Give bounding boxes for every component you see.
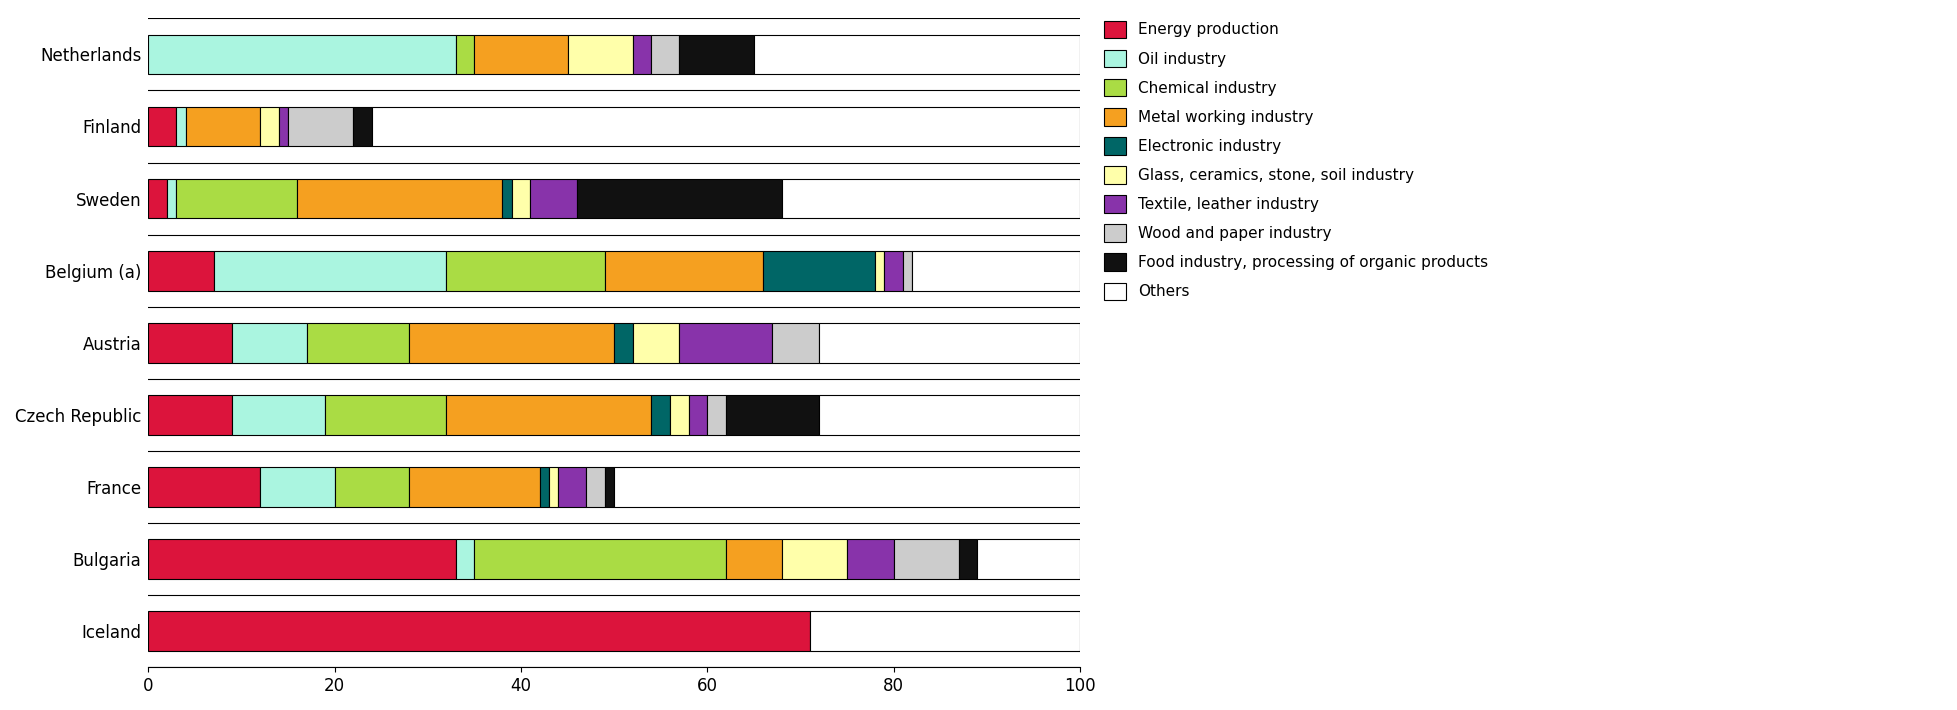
Bar [540, 467, 548, 507]
Bar [820, 395, 1080, 435]
Bar [233, 395, 325, 435]
Bar [632, 35, 652, 74]
Bar [288, 106, 354, 146]
Bar [149, 35, 456, 74]
Bar [233, 323, 307, 363]
Bar [773, 323, 820, 363]
Bar [820, 323, 1080, 363]
Bar [977, 540, 1080, 579]
Bar [149, 323, 233, 363]
Bar [372, 106, 1080, 146]
Bar [605, 251, 763, 290]
Bar [689, 395, 706, 435]
Bar [213, 251, 446, 290]
Bar [149, 467, 260, 507]
Bar [753, 35, 1080, 74]
Bar [669, 395, 689, 435]
Bar [474, 540, 726, 579]
Bar [652, 395, 669, 435]
Bar [446, 395, 652, 435]
Bar [781, 179, 1080, 219]
Bar [186, 106, 260, 146]
Bar [810, 611, 1080, 651]
Bar [297, 179, 503, 219]
Bar [875, 251, 885, 290]
Bar [548, 467, 558, 507]
Bar [149, 611, 810, 651]
Bar [726, 540, 781, 579]
Bar [902, 251, 912, 290]
Bar [763, 251, 875, 290]
Bar [456, 35, 474, 74]
Bar [307, 323, 409, 363]
Bar [176, 106, 186, 146]
Bar [679, 35, 753, 74]
Bar [530, 179, 577, 219]
Bar [278, 106, 288, 146]
Bar [149, 106, 176, 146]
Bar [605, 467, 614, 507]
Bar [614, 467, 1080, 507]
Bar [149, 251, 213, 290]
Bar [847, 540, 894, 579]
Bar [894, 540, 959, 579]
Bar [325, 395, 446, 435]
Bar [166, 179, 176, 219]
Bar [409, 323, 614, 363]
Bar [577, 179, 781, 219]
Legend: Energy production, Oil industry, Chemical industry, Metal working industry, Elec: Energy production, Oil industry, Chemica… [1096, 13, 1495, 308]
Bar [959, 540, 977, 579]
Bar [149, 179, 166, 219]
Bar [587, 467, 605, 507]
Bar [912, 251, 1080, 290]
Bar [446, 251, 605, 290]
Bar [706, 395, 726, 435]
Bar [409, 467, 540, 507]
Bar [149, 540, 456, 579]
Bar [568, 35, 632, 74]
Bar [614, 323, 632, 363]
Bar [354, 106, 372, 146]
Bar [176, 179, 297, 219]
Bar [149, 395, 233, 435]
Bar [632, 323, 679, 363]
Bar [781, 540, 847, 579]
Bar [335, 467, 409, 507]
Bar [260, 106, 278, 146]
Bar [260, 467, 335, 507]
Bar [456, 540, 474, 579]
Bar [885, 251, 902, 290]
Bar [726, 395, 820, 435]
Bar [503, 179, 511, 219]
Bar [652, 35, 679, 74]
Bar [679, 323, 773, 363]
Bar [474, 35, 568, 74]
Bar [511, 179, 530, 219]
Bar [558, 467, 587, 507]
